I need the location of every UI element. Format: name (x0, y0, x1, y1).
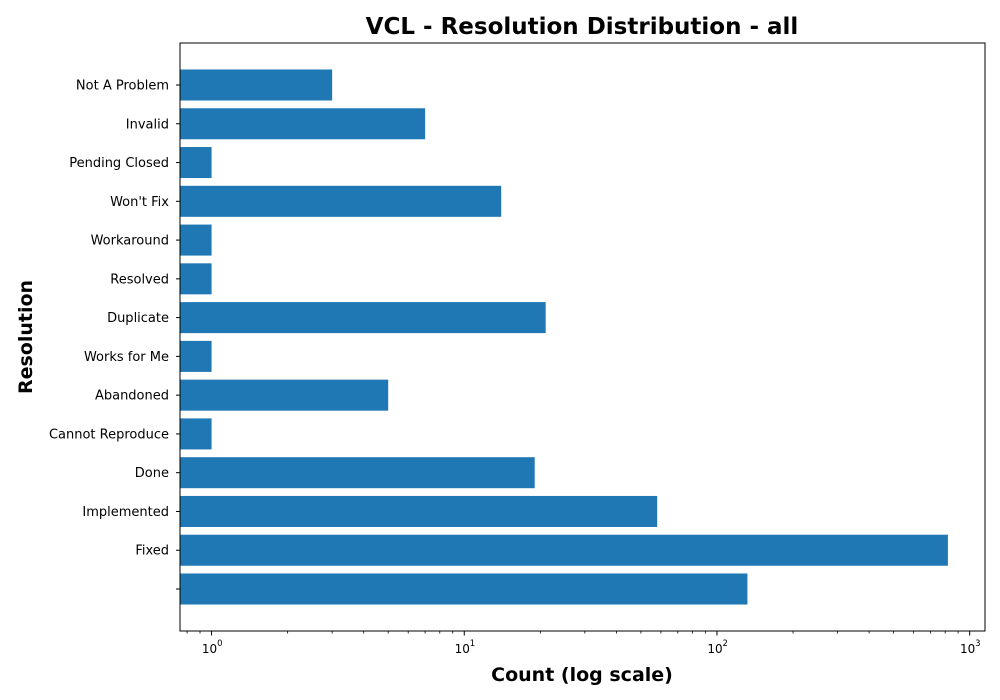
x-tick-exponent: 0 (217, 639, 222, 649)
y-axis-ticks: Fixed Implemented Done Cannot Reproduce Aban… (49, 79, 180, 590)
bar (180, 457, 535, 489)
y-tick-label: Workaround (91, 234, 169, 249)
bar (180, 418, 212, 450)
y-tick-label: Abandoned (95, 389, 169, 404)
x-tick-label: 10 (707, 642, 722, 656)
bar (180, 147, 212, 179)
bar (180, 69, 333, 101)
y-tick-label: Duplicate (107, 311, 169, 326)
x-axis-label: Count (log scale) (491, 664, 673, 686)
y-tick-label: Resolved (110, 272, 169, 287)
y-tick-label: Invalid (126, 117, 169, 132)
bar (180, 108, 426, 140)
bar (180, 302, 546, 334)
bar (180, 263, 212, 295)
y-tick-label: Fixed (135, 544, 169, 559)
x-tick-label: 10 (960, 642, 975, 656)
y-axis-label: Resolution (15, 280, 37, 394)
bar (180, 379, 389, 411)
x-axis-ticks: 10 0 10 1 10 2 10 3 (186, 631, 981, 656)
bar (180, 573, 748, 605)
chart-title: VCL - Resolution Distribution - all (366, 14, 799, 40)
x-tick-label: 10 (202, 642, 217, 656)
x-tick-exponent: 2 (722, 639, 727, 649)
plot-frame (179, 42, 986, 632)
y-tick-label: Not A Problem (76, 79, 169, 94)
x-tick-label: 10 (455, 642, 470, 656)
bar (180, 185, 502, 217)
y-tick-label: Works for Me (84, 350, 169, 365)
x-tick-exponent: 3 (975, 639, 980, 649)
bars-group (180, 69, 948, 605)
y-tick-label: Cannot Reproduce (49, 427, 169, 442)
x-tick-exponent: 1 (470, 639, 475, 649)
y-tick-label: Done (135, 466, 169, 481)
y-tick-label: Pending Closed (69, 156, 169, 171)
y-tick-label: Won't Fix (110, 195, 169, 210)
bar (180, 340, 212, 372)
bar (180, 495, 658, 527)
y-tick-label: Implemented (82, 505, 169, 520)
bar (180, 534, 948, 566)
bar (180, 224, 212, 256)
